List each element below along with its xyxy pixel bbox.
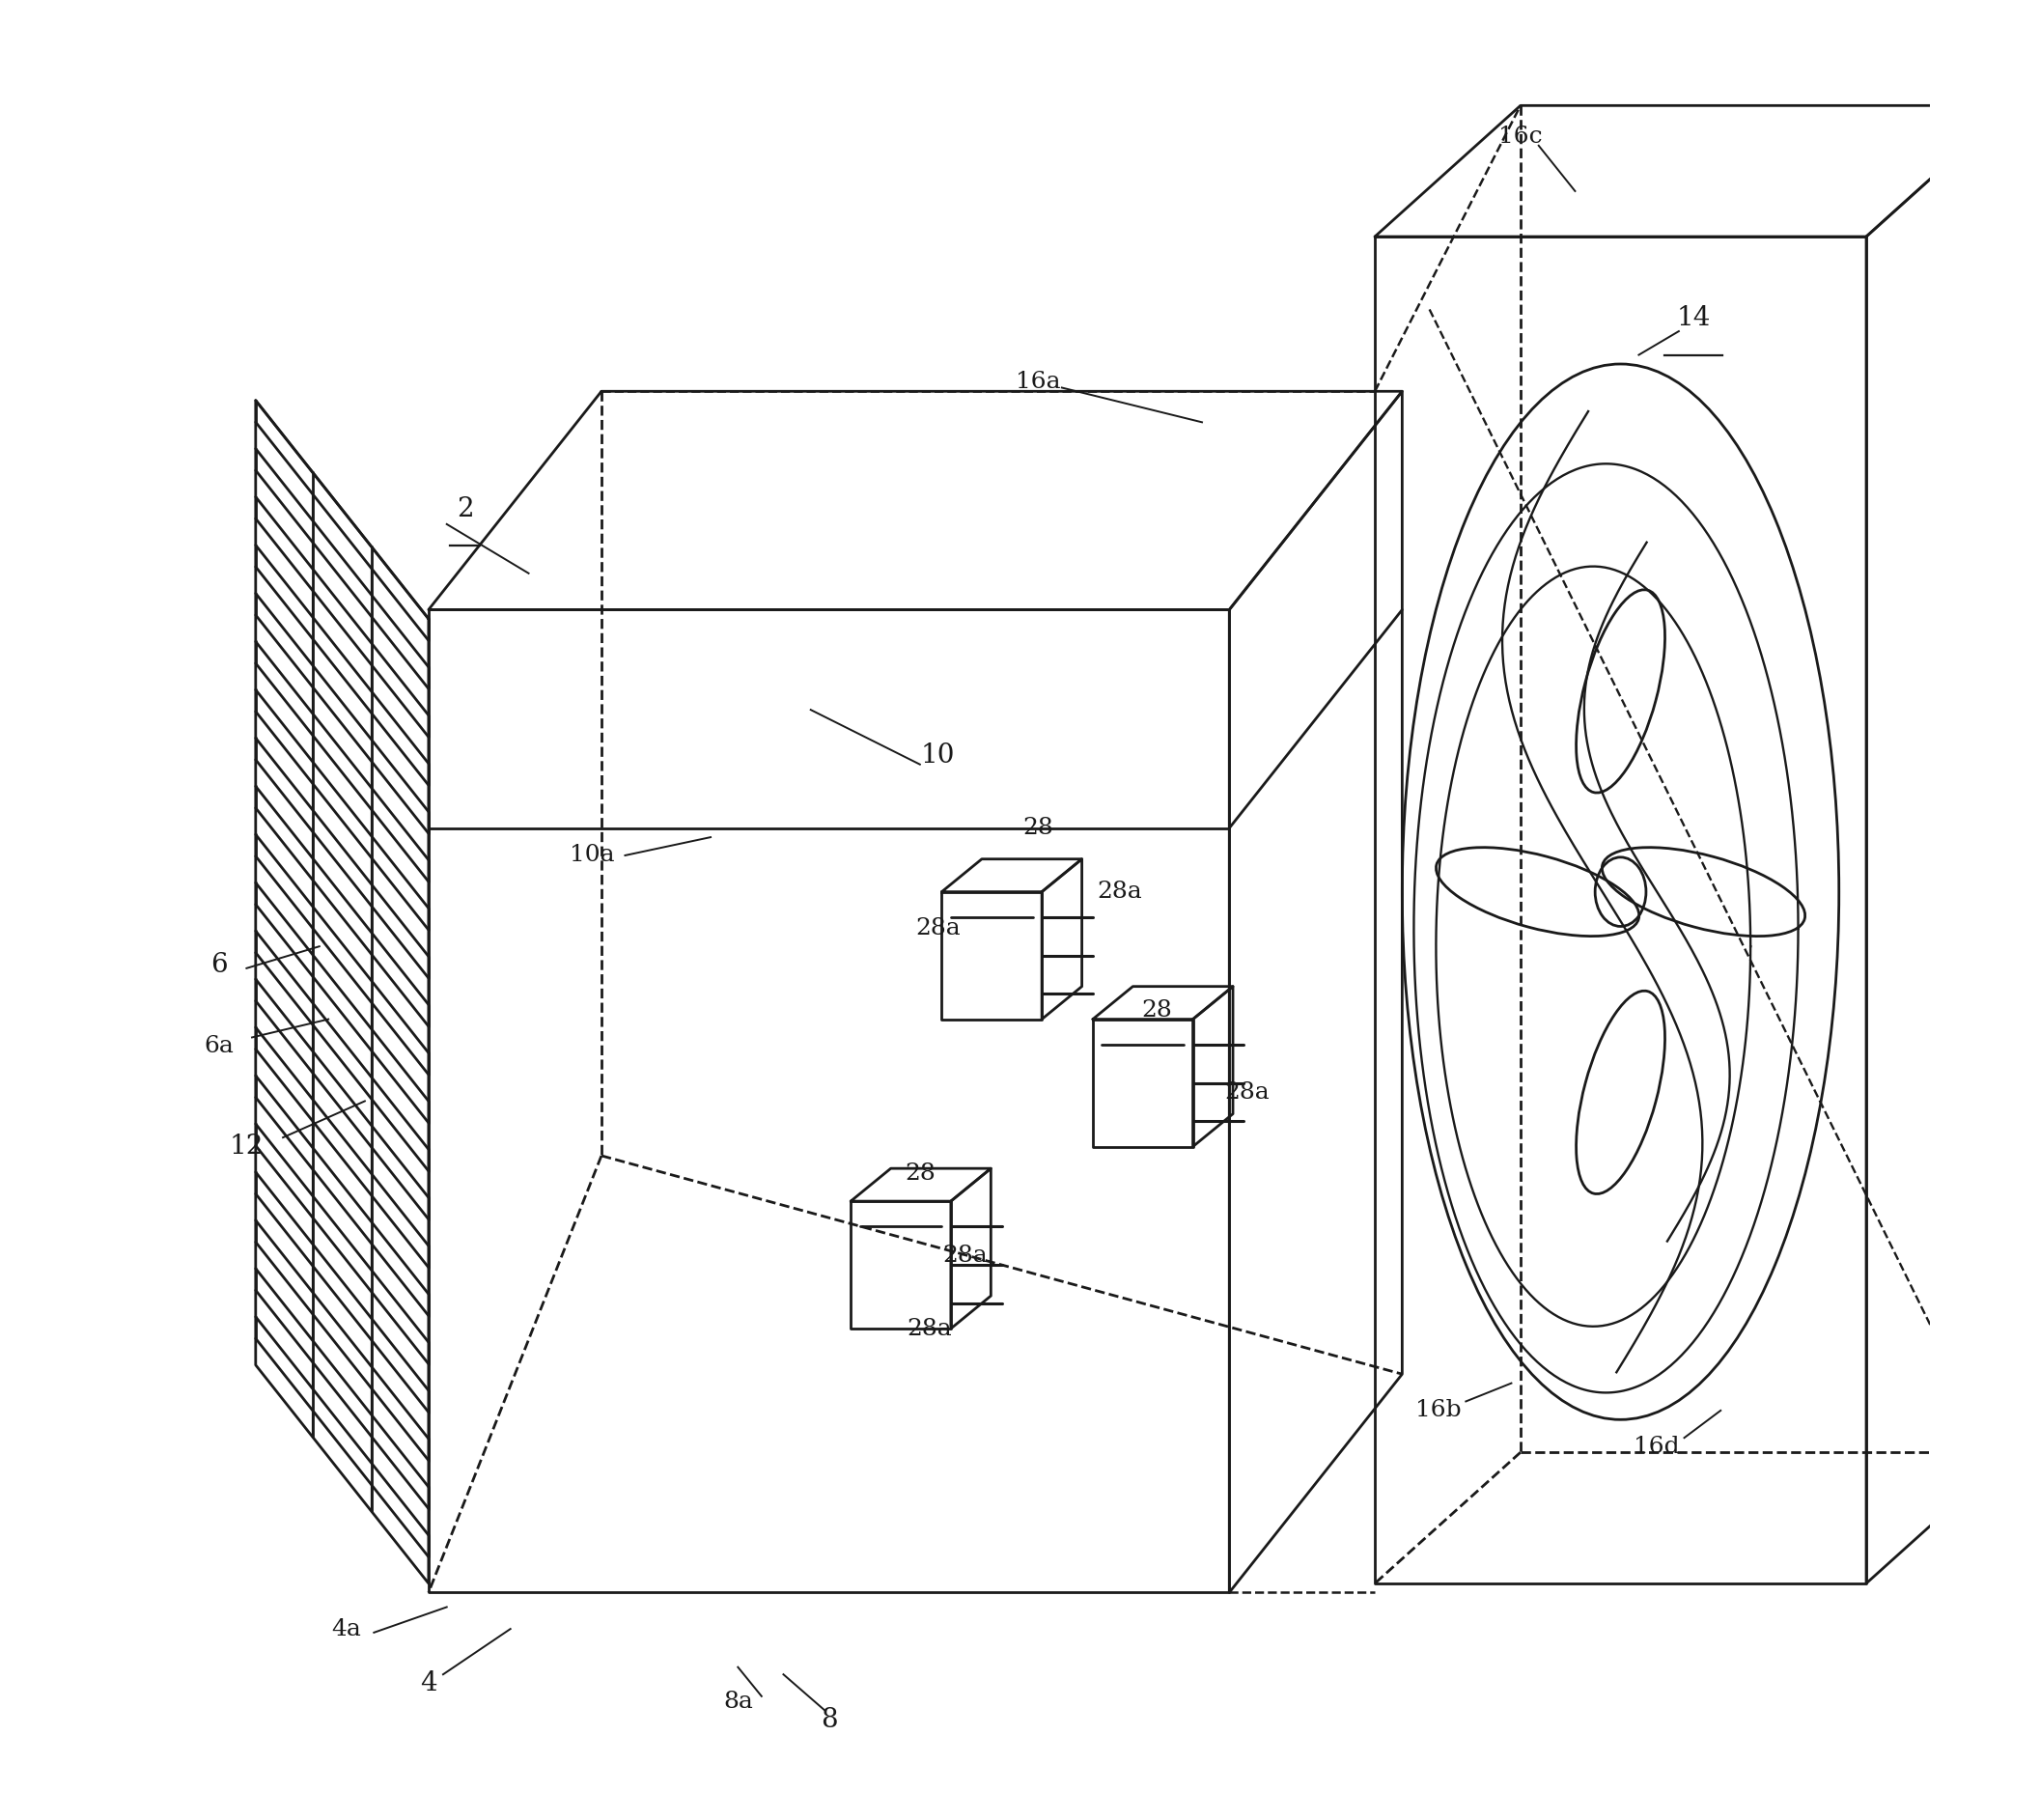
Text: 28a: 28a [916, 917, 961, 939]
Text: 16b: 16b [1416, 1400, 1461, 1421]
Text: 4: 4 [420, 1671, 437, 1696]
Text: 2: 2 [457, 497, 473, 522]
Text: 28: 28 [904, 1163, 934, 1185]
Text: 16a: 16a [1016, 371, 1061, 393]
Text: 8: 8 [820, 1707, 838, 1733]
Text: 10a: 10a [569, 844, 614, 866]
Text: 10: 10 [920, 743, 955, 768]
Text: 12: 12 [228, 1134, 263, 1159]
Text: 28a: 28a [942, 1245, 987, 1267]
Text: 4a: 4a [333, 1618, 361, 1640]
Text: 6a: 6a [204, 1036, 235, 1057]
Text: 16d: 16d [1634, 1436, 1681, 1458]
Text: 6: 6 [210, 952, 228, 977]
Text: 28a: 28a [906, 1318, 951, 1340]
Text: 14: 14 [1677, 306, 1710, 331]
Text: 8a: 8a [722, 1691, 753, 1713]
Text: 28: 28 [1140, 999, 1171, 1021]
Text: 28a: 28a [1098, 881, 1142, 903]
Text: 16c: 16c [1499, 126, 1542, 147]
Text: 28: 28 [1022, 817, 1053, 839]
Text: 28a: 28a [1224, 1081, 1271, 1103]
